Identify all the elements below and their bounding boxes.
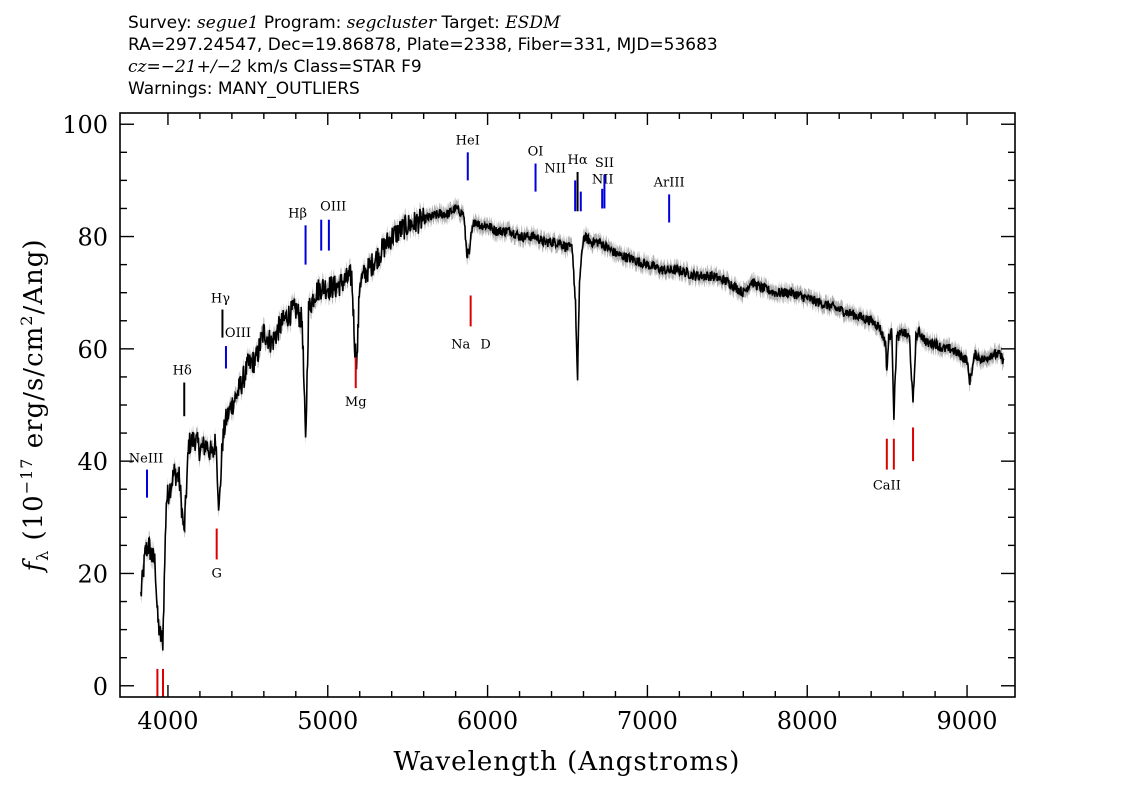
line-label-oi-8: OI — [528, 145, 544, 160]
line-label-h-1: Hδ — [173, 364, 192, 379]
line-label-nii-11: NII — [592, 173, 614, 188]
x-tick-label: 8000 — [777, 707, 838, 735]
x-axis-label: Wavelength (Angstroms) — [394, 747, 741, 777]
tick-labels: 4000 5000 6000 7000 8000 9000 0 20 40 60 80 100 — [62, 111, 997, 735]
spectrum-line — [140, 204, 1005, 651]
header-line-warnings: Warnings: MANY_OUTLIERS — [128, 79, 360, 99]
line-label-h-10: Hα — [568, 153, 588, 168]
line-label-ariii-14: ArIII — [653, 175, 685, 190]
target-value: ESDM — [505, 13, 561, 33]
spectrum-header: Survey: segue1 Program: segcluster Targe… — [128, 12, 718, 100]
plot-axes — [119, 112, 1016, 698]
redshift-value: cz=−21+/−2 — [128, 57, 242, 77]
plot-frame — [119, 112, 1016, 698]
line-label-na-19: Na — [451, 337, 470, 352]
line-label-h-4: Hβ — [288, 206, 307, 221]
y-tick-label: 80 — [77, 224, 108, 252]
header-line-survey: Survey: segue1 Program: segcluster Targe… — [128, 12, 718, 34]
error-band — [140, 197, 1004, 658]
y-tick-label: 100 — [62, 111, 108, 139]
line-label-d-20: D — [480, 337, 490, 352]
line-label-caii-22: CaII — [873, 479, 901, 494]
x-tick-label: 7000 — [617, 707, 678, 735]
x-tick-label: 9000 — [937, 707, 998, 735]
line-label-sii-13: SII — [595, 156, 614, 171]
y-axis-label: fλ (10−17 erg/s/cm2/Ang) — [17, 238, 52, 573]
line-label-h-2: Hγ — [211, 292, 230, 307]
header-line-redshift: cz=−21+/−2 km/s Class=STAR F9 — [128, 56, 718, 78]
spectrum-series — [140, 204, 1005, 651]
class-value: km/s Class=STAR F9 — [241, 57, 422, 77]
y-tick-label: 60 — [77, 336, 108, 364]
x-tick-label: 4000 — [137, 707, 198, 735]
line-label-oiii-3: OIII — [225, 326, 251, 341]
spectrum-error-band — [140, 197, 1004, 658]
y-tick-label: 40 — [77, 448, 108, 476]
line-label-hei-7: HeI — [456, 133, 480, 148]
survey-value: segue1 — [197, 13, 259, 33]
x-tick-label: 6000 — [457, 707, 518, 735]
line-label-neiii-0: NeIII — [129, 452, 163, 467]
line-label-mg-18: Mg — [345, 395, 367, 410]
y-tick-label: 0 — [93, 673, 108, 701]
program-label: Program: — [258, 13, 347, 33]
program-value: segcluster — [346, 13, 437, 33]
line-label-nii-9: NII — [544, 161, 566, 176]
line-label-g-17: G — [211, 566, 221, 581]
target-label: Target: — [436, 13, 506, 33]
x-tick-label: 5000 — [297, 707, 358, 735]
line-label-oiii-5: OIII — [320, 200, 346, 215]
y-tick-label: 20 — [77, 560, 108, 588]
header-line-coordinates: RA=297.24547, Dec=19.86878, Plate=2338, … — [128, 35, 718, 55]
survey-label: Survey: — [128, 13, 198, 33]
